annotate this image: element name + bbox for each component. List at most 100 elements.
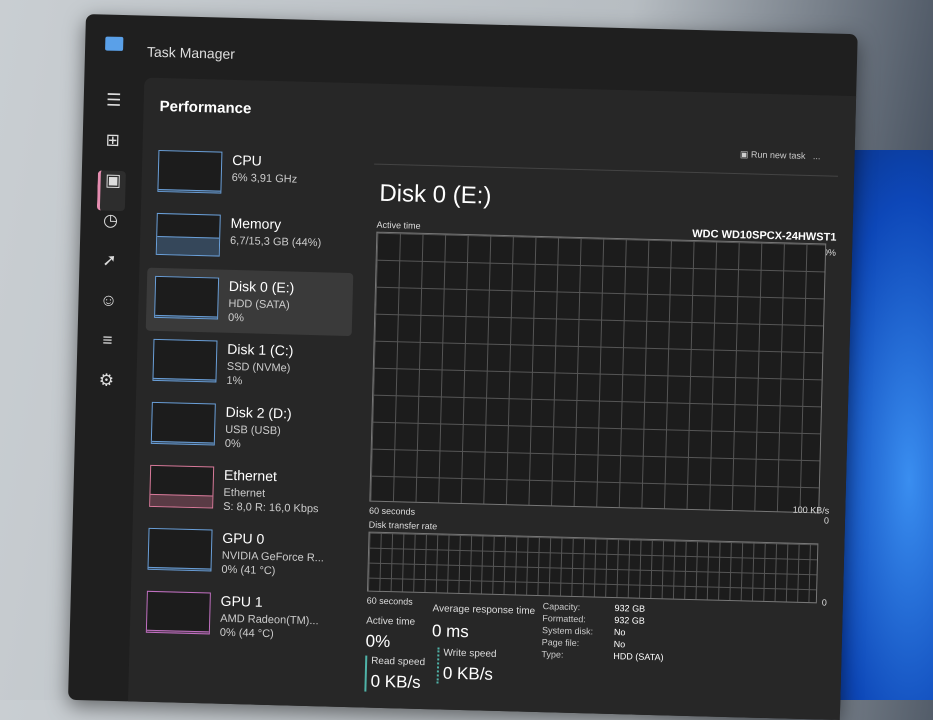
graph2-seconds: 60 seconds — [366, 595, 413, 607]
device-name: Disk 0 (E:) — [228, 277, 295, 296]
device-item[interactable]: CPU 6% 3,91 GHz — [149, 142, 357, 210]
device-name: GPU 1 — [220, 592, 263, 610]
device-name: Ethernet — [223, 466, 278, 485]
device-item[interactable]: Disk 2 (D:) USB (USB) 0% — [142, 394, 350, 462]
device-item[interactable]: Ethernet Ethernet S: 8,0 R: 16,0 Kbps — [141, 457, 349, 525]
device-item[interactable]: Disk 1 (C:) SSD (NVMe) 1% — [144, 331, 352, 399]
device-name: Memory — [230, 214, 282, 233]
property-value: No — [613, 639, 626, 650]
app-logo-icon — [105, 36, 124, 51]
device-sub1: USB (USB) — [225, 423, 281, 438]
startup-icon[interactable]: ➚ — [102, 250, 117, 270]
property-value: 932 GB — [614, 603, 646, 614]
avg-response-value: 0 ms — [431, 621, 470, 642]
property-value: HDD (SATA) — [613, 651, 664, 663]
graph2-min: 0 — [821, 597, 827, 608]
graph2-max: 100 KB/s — [792, 504, 830, 516]
device-thumbnail-graph — [147, 527, 213, 572]
thumbnail-fill — [146, 630, 209, 634]
device-sub2: 1% — [226, 374, 243, 388]
device-sub1: SSD (NVMe) — [226, 360, 291, 375]
property-row: Type: HDD (SATA) — [541, 648, 663, 663]
device-subtitle: Ethernet S: 8,0 R: 16,0 Kbps — [223, 486, 319, 516]
page-title: Performance — [159, 97, 252, 118]
thumbnail-fill — [155, 315, 218, 319]
performance-panel: Performance CPU 6% 3,91 GHz Memory 6,7/1… — [128, 77, 857, 720]
device-subtitle: SSD (NVMe) 1% — [226, 360, 290, 390]
device-sub1: 6,7/15,3 GB (44%) — [229, 234, 322, 250]
device-sub1: Ethernet — [223, 486, 266, 500]
device-subtitle: USB (USB) 0% — [225, 423, 281, 452]
thumbnail-fill — [151, 441, 214, 445]
device-subtitle: 6,7/15,3 GB (44%) — [230, 234, 321, 250]
device-subtitle: HDD (SATA) 0% — [228, 297, 290, 327]
property-value: No — [613, 627, 626, 638]
active-time-value: 0% — [365, 631, 391, 652]
disk-properties: Capacity: 932 GB Formatted: 932 GB System di… — [541, 600, 665, 663]
thumbnail-fill — [153, 378, 216, 382]
device-subtitle: NVIDIA GeForce R... 0% (41 °C) — [221, 549, 324, 580]
more-button[interactable]: ... — [812, 151, 821, 162]
thumbnail-fill — [150, 493, 213, 508]
task-manager-window: Task Manager – ▢ ✕ ☰ ⊞ ▣ ◷ ➚ ☺ ≡ ⚙ Perfo… — [68, 14, 858, 720]
users-icon[interactable]: ☺ — [99, 290, 118, 310]
run-new-task-button[interactable]: ▣ Run new task ... — [739, 149, 821, 162]
read-speed-marker — [364, 655, 368, 692]
transfer-rate-label: Disk transfer rate — [368, 519, 438, 532]
device-sub2: 0% (44 °C) — [219, 626, 274, 641]
device-sub1: HDD (SATA) — [228, 297, 290, 312]
disk-title: Disk 0 (E:) — [379, 179, 492, 210]
device-thumbnail-graph — [157, 149, 223, 194]
write-speed-value: 0 KB/s — [442, 663, 494, 684]
disk-detail: ▣ Run new task ... Disk 0 (E:) WDC WD10S… — [360, 134, 839, 720]
processes-icon[interactable]: ⊞ — [105, 130, 121, 150]
device-item[interactable]: Memory 6,7/15,3 GB (44%) — [147, 205, 355, 273]
services-icon[interactable]: ⚙ — [98, 370, 115, 390]
avg-response-label: Average response time — [432, 603, 536, 617]
device-sub1: NVIDIA GeForce R... — [221, 549, 325, 565]
thumbnail-fill — [158, 189, 221, 193]
device-thumbnail-graph — [149, 464, 215, 509]
device-item[interactable]: GPU 0 NVIDIA GeForce R... 0% (41 °C) — [139, 520, 347, 588]
device-item[interactable]: Disk 0 (E:) HDD (SATA) 0% — [145, 267, 354, 337]
property-value: 932 GB — [614, 615, 645, 626]
active-time-graph — [369, 231, 827, 514]
device-thumbnail-graph — [150, 401, 216, 446]
device-sub2: 0% — [224, 437, 241, 451]
device-sub1: AMD Radeon(TM)... — [220, 612, 319, 628]
device-name: Disk 1 (C:) — [227, 340, 294, 359]
divider — [374, 163, 839, 177]
graph1-min: 0 — [823, 515, 830, 526]
property-label: Type: — [541, 649, 564, 660]
nav-rail: ☰ ⊞ ▣ ◷ ➚ ☺ ≡ ⚙ — [92, 90, 128, 411]
performance-icon[interactable]: ▣ — [96, 170, 126, 212]
device-subtitle: AMD Radeon(TM)... 0% (44 °C) — [220, 612, 319, 643]
hamburger-icon[interactable]: ☰ — [105, 90, 122, 110]
write-speed-label: Write speed — [443, 647, 497, 660]
device-name: Disk 2 (D:) — [225, 403, 292, 422]
device-subtitle: 6% 3,91 GHz — [232, 171, 298, 187]
device-sub1: 6% 3,91 GHz — [231, 171, 298, 186]
active-time-graph-label: Active time — [376, 219, 421, 231]
active-time-label: Active time — [366, 615, 416, 628]
device-sub2: 0% (41 °C) — [221, 563, 276, 578]
device-list: CPU 6% 3,91 GHz Memory 6,7/15,3 GB (44%)… — [137, 142, 356, 651]
device-name: GPU 0 — [222, 529, 265, 547]
device-item[interactable]: GPU 1 AMD Radeon(TM)... 0% (44 °C) — [137, 583, 345, 651]
write-speed-marker — [436, 647, 440, 684]
read-speed-value: 0 KB/s — [370, 671, 421, 692]
device-thumbnail-graph — [152, 338, 218, 383]
thumbnail-fill — [156, 236, 220, 256]
thumbnail-fill — [148, 567, 211, 571]
device-thumbnail-graph — [154, 275, 220, 320]
device-thumbnail-graph — [155, 212, 221, 257]
run-new-task-label: Run new task — [750, 149, 806, 161]
graph1-seconds: 60 seconds — [368, 505, 416, 517]
app-title: Task Manager — [146, 43, 236, 62]
transfer-rate-graph — [366, 531, 819, 604]
device-name: CPU — [232, 151, 262, 169]
details-icon[interactable]: ≡ — [102, 330, 113, 350]
app-history-icon[interactable]: ◷ — [102, 210, 119, 230]
device-thumbnail-graph — [145, 590, 211, 635]
device-sub2: 0% — [227, 311, 245, 325]
